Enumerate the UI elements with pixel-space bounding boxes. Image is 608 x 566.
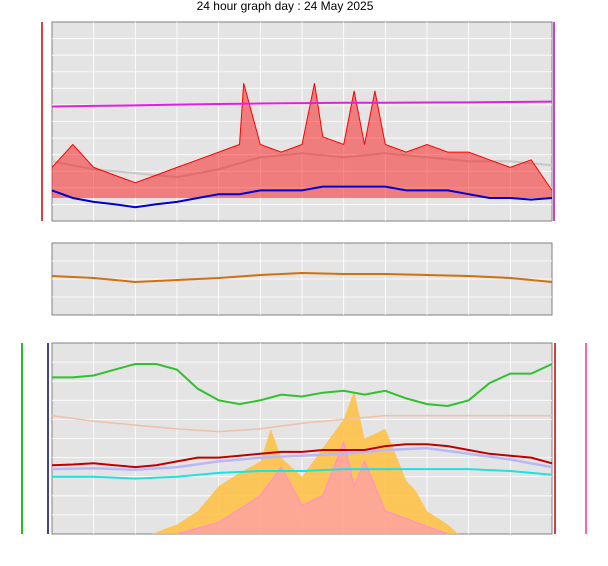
dew-point-line [52, 468, 553, 480]
average-wind-line [51, 185, 553, 209]
wind-direction-line [51, 271, 553, 284]
temp-humidity-panel [21, 342, 587, 535]
windspeed-area [52, 83, 552, 199]
gust-line [51, 152, 553, 179]
feels-like-line [51, 446, 553, 472]
page-title: 24 hour graph day : 24 May 2025 [197, 0, 374, 13]
barometer-line [51, 100, 553, 108]
indoor-temperature-line [51, 414, 552, 433]
windspeed-line [51, 83, 553, 191]
uv-area [177, 442, 448, 534]
humidity-line [52, 363, 553, 408]
wind-baro-panel [41, 21, 555, 222]
temperature-line [51, 443, 553, 469]
wind-direction-panel [51, 242, 553, 316]
solar-area [152, 390, 459, 534]
